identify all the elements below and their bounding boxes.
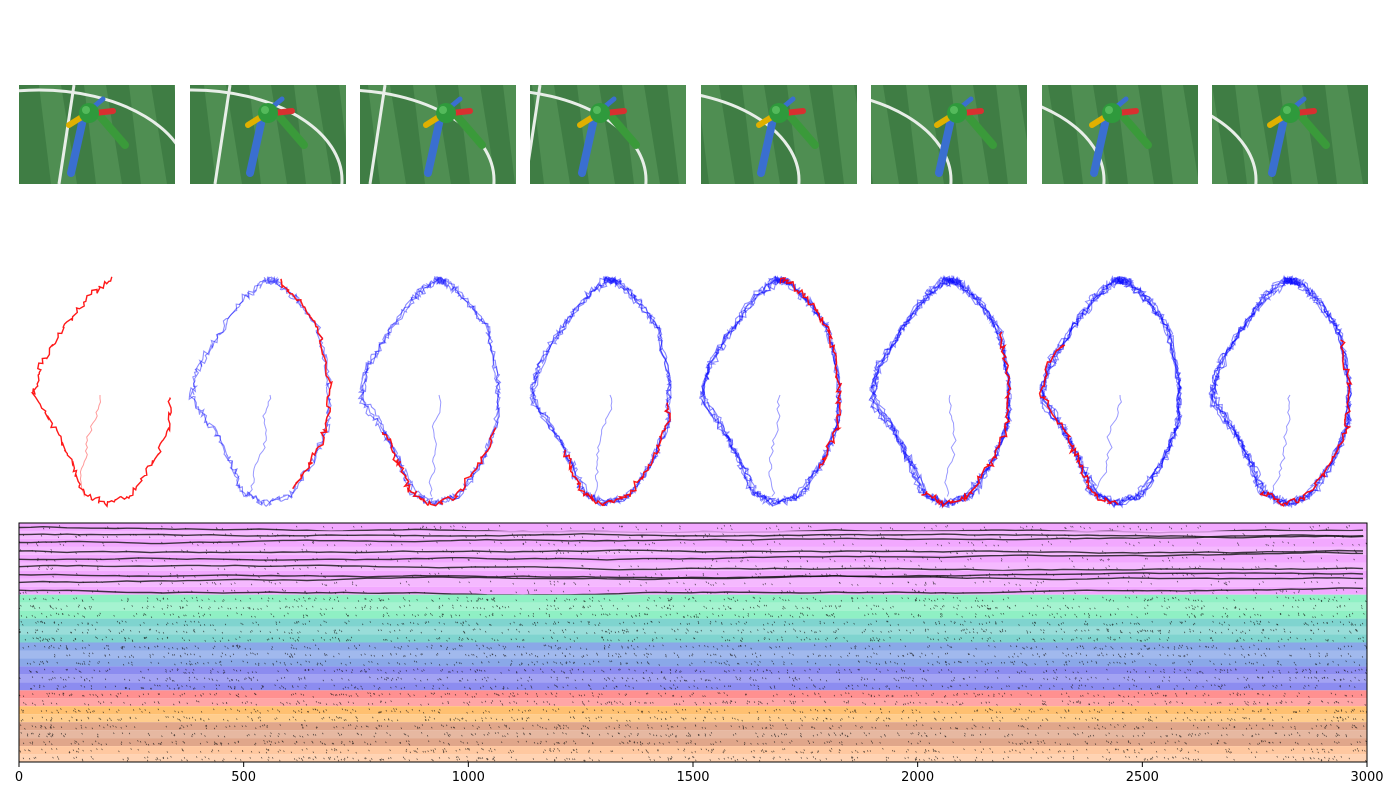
x-tick-label: 2500	[1126, 770, 1159, 785]
simulation-frame	[1042, 85, 1198, 184]
trajectory-plot	[529, 275, 672, 507]
trajectory-plot	[868, 274, 1013, 509]
trajectory-plot	[1208, 274, 1353, 509]
trajectory-plot	[30, 276, 172, 508]
simulation-frames-row	[19, 85, 1368, 184]
raster-band	[19, 706, 1368, 723]
raster-band	[18, 618, 1367, 643]
x-tick-label: 1500	[676, 770, 709, 785]
trajectory-plot	[357, 275, 502, 507]
x-tick-label: 2000	[901, 770, 934, 785]
simulation-frame	[190, 85, 346, 184]
raster-band	[18, 594, 1367, 619]
trajectory-plot	[188, 276, 333, 508]
simulation-frame	[1212, 85, 1368, 184]
simulation-frame	[360, 85, 516, 184]
simulation-frame	[701, 85, 857, 184]
trajectory-plot	[699, 274, 843, 507]
raster-band	[18, 523, 1367, 596]
raster-band	[19, 642, 1368, 667]
simulation-frame	[19, 85, 175, 184]
trajectory-plot	[1038, 275, 1183, 509]
simulation-frame	[530, 85, 686, 184]
raster-band	[18, 690, 1367, 707]
spike-raster-plot	[18, 522, 1368, 763]
x-tick-label: 3000	[1350, 770, 1383, 785]
x-tick-label: 0	[15, 770, 23, 785]
x-tick-label: 1000	[452, 770, 485, 785]
raster-x-axis: 0 500 1000 1500 2000 2500 3000	[15, 762, 1384, 785]
raster-band	[19, 722, 1368, 747]
raster-band	[19, 666, 1368, 691]
trajectory-plots-row	[30, 274, 1353, 509]
raster-band	[19, 746, 1367, 762]
x-tick-label: 500	[231, 770, 256, 785]
simulation-frame	[871, 85, 1027, 184]
